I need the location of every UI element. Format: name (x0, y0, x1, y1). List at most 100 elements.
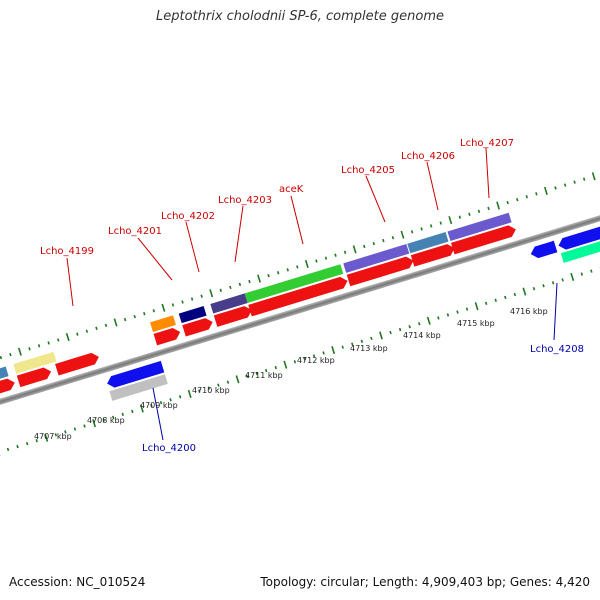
cds-arrow (410, 244, 455, 267)
tick-mark (248, 279, 251, 284)
cds-arrows (0, 225, 516, 399)
tick-mark (400, 230, 405, 239)
map-title: Leptothrix cholodnii SP-6, complete geno… (156, 9, 444, 24)
label-pointer (234, 205, 244, 263)
tick-mark (57, 338, 60, 342)
tick-mark (37, 344, 41, 348)
tick-mark (274, 365, 277, 370)
tick-mark (187, 389, 192, 398)
ticks-top (0, 172, 596, 360)
tick-mark (293, 360, 297, 364)
kbp-label: 4711 kbp (245, 371, 283, 380)
tick-mark (324, 256, 328, 260)
tick-mark (257, 274, 261, 283)
tick-mark (352, 245, 357, 254)
label-pointer (290, 195, 304, 245)
kbp-label: 4709 kbp (140, 401, 178, 410)
tick-mark (379, 331, 383, 340)
cds-arrow (213, 306, 252, 327)
accession-text: Accession: NC_010524 (9, 575, 146, 589)
tick-mark (207, 386, 211, 390)
tick-mark (516, 197, 519, 202)
tick-mark (543, 186, 548, 195)
tick-mark (315, 259, 318, 263)
tick-mark (496, 201, 501, 210)
tick-mark (563, 183, 567, 187)
tick-mark (322, 351, 325, 355)
kbp-label: 4713 kbp (350, 344, 388, 353)
tick-mark (255, 371, 258, 376)
cds-arrow-reverse (530, 240, 558, 259)
tick-mark (217, 383, 220, 387)
tick-mark (429, 224, 433, 228)
tick-mark (398, 327, 402, 332)
tick-mark (487, 206, 490, 211)
tick-mark (9, 352, 12, 357)
tick-mark (391, 236, 395, 240)
gene-box-lcho-4208 (560, 232, 600, 263)
tick-mark (296, 265, 299, 269)
cds-arrow-reverse (107, 360, 165, 388)
tick-mark (448, 216, 453, 225)
gene-box-lcho-4205 (343, 244, 410, 273)
label-pointer (185, 221, 200, 273)
tick-mark (312, 354, 316, 358)
tick-mark (161, 303, 166, 312)
tick-mark (121, 412, 124, 417)
tick-mark (200, 294, 203, 298)
label-pointer (365, 175, 386, 223)
tick-mark (506, 200, 509, 205)
tick-mark (561, 278, 564, 282)
tick-mark (468, 212, 471, 216)
kbp-label: 4712 kbp (297, 356, 335, 365)
ticks-bottom (0, 266, 600, 457)
tick-mark (219, 288, 222, 292)
tick-mark (426, 316, 431, 325)
tick-mark (570, 272, 575, 282)
tick-mark (446, 313, 450, 317)
tick-mark (286, 268, 289, 272)
tick-mark (198, 389, 201, 393)
label-pointer (152, 387, 164, 441)
tick-mark (112, 415, 115, 419)
gene-label-acek: aceK (279, 184, 304, 195)
tick-mark (178, 395, 182, 399)
tick-mark (525, 195, 529, 199)
tick-mark (591, 172, 596, 181)
tick-mark (150, 403, 153, 408)
tick-mark (554, 186, 557, 190)
tick-mark (535, 192, 538, 196)
tick-mark (343, 250, 347, 254)
tick-mark (474, 302, 479, 311)
gene-box-lcho-4201 (150, 315, 176, 332)
label-pointer (485, 147, 490, 199)
tick-mark (573, 180, 576, 184)
tick-mark (229, 285, 232, 290)
tick-mark (360, 339, 364, 343)
tick-mark (152, 309, 156, 313)
kbp-label: 4715 kbp (457, 319, 495, 328)
tick-mark (477, 209, 481, 214)
tick-mark (382, 238, 385, 243)
tick-mark (169, 398, 172, 402)
label-pointer (137, 237, 173, 281)
tick-mark (283, 360, 288, 369)
gene-box-lcho-4206 (407, 232, 449, 254)
tick-mark (64, 430, 67, 434)
gene-label-lcho-4205: Lcho_4205 (341, 165, 395, 176)
tick-mark (542, 284, 545, 288)
tick-mark (65, 333, 70, 342)
tick-mark (408, 324, 411, 329)
tick-mark (226, 380, 230, 384)
tick-mark (418, 322, 421, 326)
tick-mark (35, 439, 38, 443)
tick-mark (522, 287, 527, 296)
tick-mark (123, 317, 127, 322)
tick-mark (267, 274, 270, 278)
kbp-label: 4708 kbp (87, 416, 125, 425)
tick-mark (83, 424, 86, 428)
tick-mark (304, 259, 309, 269)
tick-mark (420, 227, 423, 231)
tick-mark (235, 375, 240, 384)
tick-mark (439, 221, 442, 225)
